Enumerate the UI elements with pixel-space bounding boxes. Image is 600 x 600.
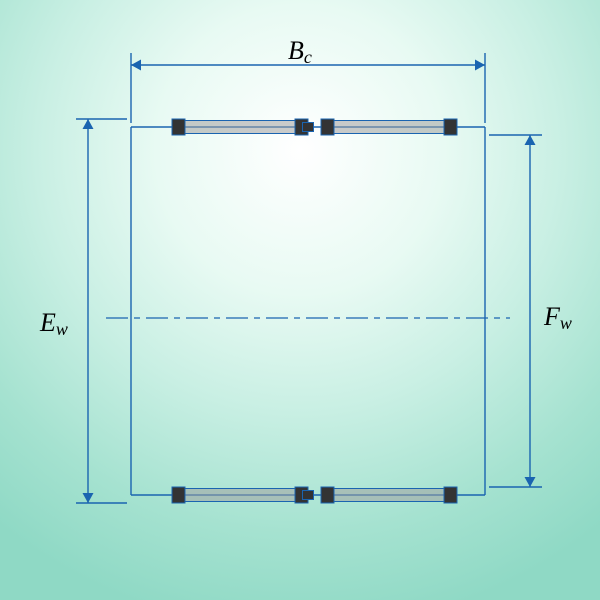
label-ew: Ew <box>40 308 68 338</box>
label-bc: Bc <box>288 36 312 66</box>
diagram-svg <box>0 0 600 600</box>
label-fw: Fw <box>544 302 572 332</box>
